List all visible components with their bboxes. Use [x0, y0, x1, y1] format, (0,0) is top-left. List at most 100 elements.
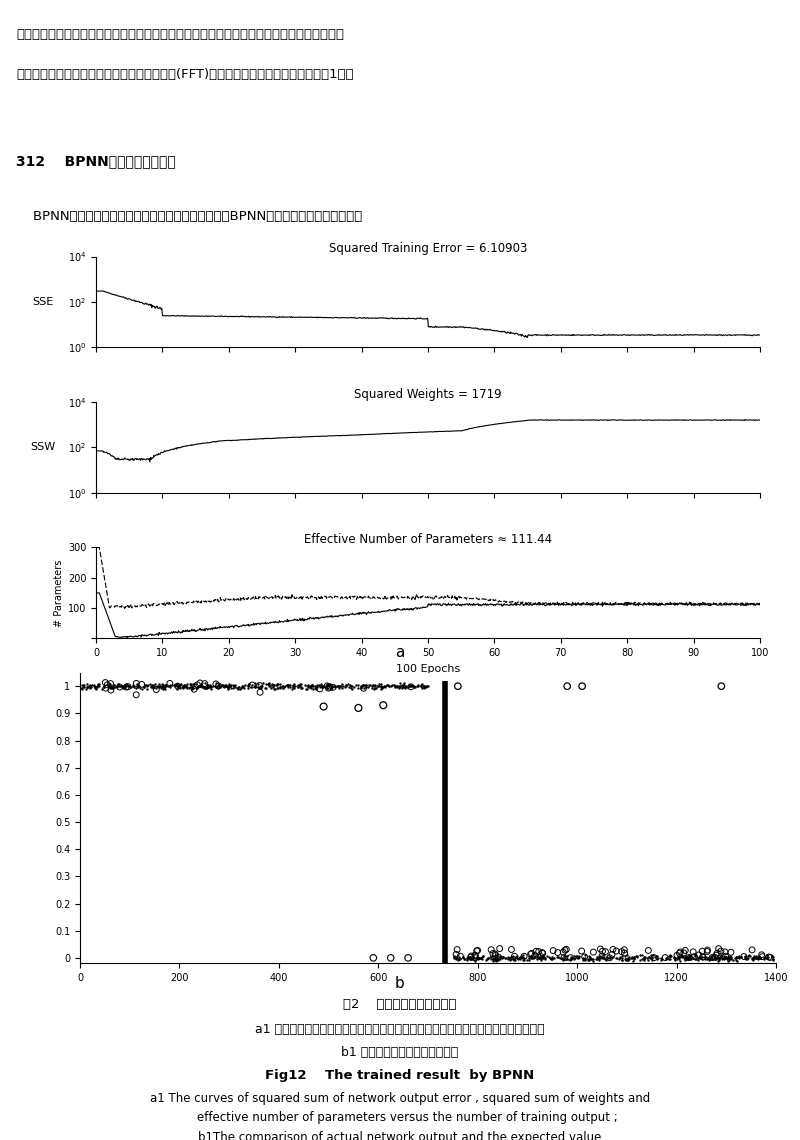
Point: [587, 952, 600, 970]
Y-axis label: # Parameters: # Parameters: [54, 560, 64, 627]
Point: [228, 677, 241, 695]
Point: [650, 950, 663, 968]
Point: [525, 947, 538, 966]
Point: [196, 677, 209, 695]
Point: [346, 679, 358, 698]
Point: [179, 677, 192, 695]
Point: [767, 950, 780, 968]
Point: [204, 676, 217, 694]
Point: [525, 947, 538, 966]
Point: [711, 944, 724, 962]
Point: [681, 948, 694, 967]
Point: [725, 943, 738, 961]
Point: [683, 947, 696, 966]
Point: [464, 951, 477, 969]
Point: [319, 678, 332, 697]
Point: [638, 948, 650, 967]
Point: [682, 947, 695, 966]
Point: [489, 946, 502, 964]
Point: [631, 947, 644, 966]
Point: [454, 947, 466, 966]
Point: [146, 677, 159, 695]
Point: [212, 677, 225, 695]
Point: [393, 678, 406, 697]
Point: [674, 952, 687, 970]
Point: [465, 950, 478, 968]
Point: [486, 950, 499, 968]
Point: [108, 676, 121, 694]
Point: [153, 678, 166, 697]
Point: [122, 677, 134, 695]
Point: [321, 677, 334, 695]
Point: [403, 676, 416, 694]
Point: [249, 678, 262, 697]
Point: [422, 677, 434, 695]
Point: [252, 675, 265, 693]
Point: [470, 942, 483, 960]
Point: [760, 948, 773, 967]
Point: [138, 678, 150, 697]
Point: [672, 948, 685, 967]
Point: [489, 947, 502, 966]
Point: [223, 677, 236, 695]
Point: [590, 950, 603, 968]
Point: [682, 948, 695, 967]
Point: [682, 948, 695, 967]
Point: [108, 676, 121, 694]
Point: [554, 948, 566, 967]
Point: [572, 948, 585, 967]
Point: [273, 678, 286, 697]
Point: [148, 678, 161, 697]
Point: [470, 950, 482, 968]
Point: [598, 950, 610, 968]
Point: [146, 677, 159, 695]
Point: [191, 678, 204, 697]
Point: [582, 951, 595, 969]
Point: [382, 677, 395, 695]
Point: [457, 947, 470, 966]
Point: [674, 947, 687, 966]
Point: [310, 678, 322, 697]
Point: [99, 674, 112, 692]
Point: [620, 950, 633, 968]
Point: [558, 940, 571, 959]
Point: [722, 952, 735, 970]
Point: [517, 951, 530, 969]
Point: [302, 676, 314, 694]
Point: [606, 947, 619, 966]
Point: [222, 678, 234, 697]
Point: [382, 676, 394, 694]
Point: [564, 951, 577, 969]
Point: [90, 676, 103, 694]
Point: [287, 678, 300, 697]
Point: [84, 676, 97, 694]
Point: [680, 948, 693, 967]
Point: [378, 677, 391, 695]
Point: [298, 676, 311, 694]
Point: [186, 678, 199, 697]
Point: [306, 676, 318, 694]
Point: [246, 675, 258, 693]
Point: [698, 948, 710, 967]
Point: [625, 950, 638, 968]
Point: [275, 677, 288, 695]
Point: [215, 676, 228, 694]
Text: 312    BPNN的结构和参数选择: 312 BPNN的结构和参数选择: [16, 154, 176, 168]
Point: [77, 678, 90, 697]
Point: [385, 677, 398, 695]
Point: [665, 946, 678, 964]
Point: [274, 677, 286, 695]
Point: [224, 677, 237, 695]
Point: [404, 677, 417, 695]
Point: [509, 948, 522, 967]
Point: [221, 677, 234, 695]
Point: [246, 676, 258, 694]
Point: [217, 677, 230, 695]
Point: [579, 946, 592, 964]
Point: [502, 950, 514, 968]
Point: [529, 946, 542, 964]
Point: [702, 951, 715, 969]
Point: [174, 678, 186, 697]
Point: [357, 679, 370, 698]
Point: [418, 678, 430, 697]
